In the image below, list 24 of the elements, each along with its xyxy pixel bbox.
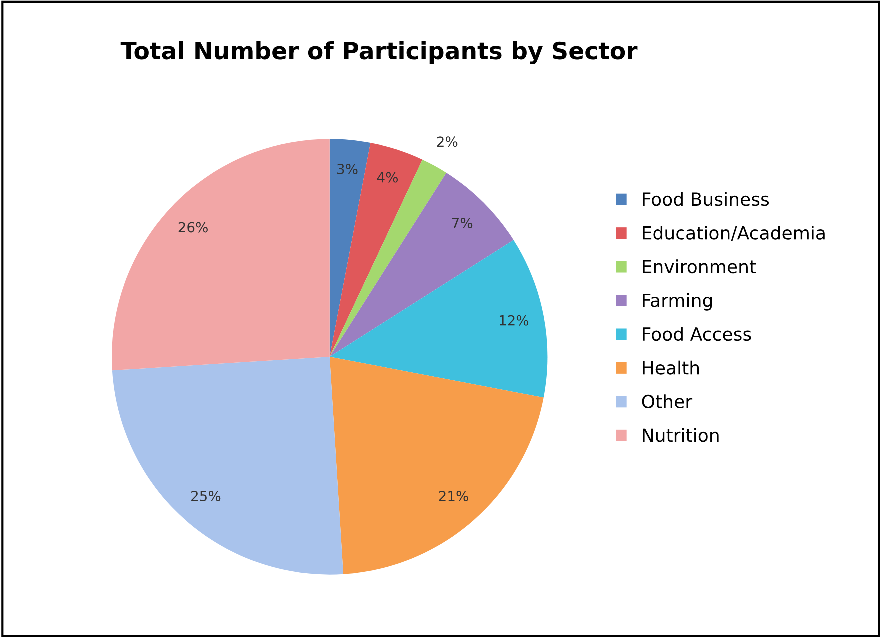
pie-slice — [330, 240, 548, 398]
data-label: 25% — [192, 491, 221, 502]
legend-label: Food Business — [643, 192, 770, 206]
pie-slice — [330, 160, 447, 357]
pie-slice — [112, 356, 344, 575]
data-label: 4% — [377, 172, 398, 183]
legend-label: Health — [643, 360, 700, 375]
pie-slice — [330, 356, 544, 574]
pie-slice — [330, 139, 371, 357]
data-label: 21% — [439, 491, 468, 502]
legend-label: Food Access — [643, 327, 752, 342]
legend-label: Farming — [643, 293, 712, 311]
data-label: 2% — [437, 136, 458, 148]
data-label: 26% — [178, 222, 208, 233]
pie-slice — [330, 142, 423, 357]
legend-label: Nutrition — [643, 428, 719, 442]
legend-label: Other — [642, 394, 693, 409]
data-label: 3% — [338, 164, 358, 174]
data-label: 12% — [500, 315, 529, 326]
legend-label: Education/Academia — [643, 226, 825, 242]
chart-title: Total Number of Participants by Sector — [120, 41, 638, 65]
data-label: 7% — [452, 218, 473, 229]
legend-label: Environment — [643, 260, 756, 274]
pie-slice — [112, 139, 330, 371]
